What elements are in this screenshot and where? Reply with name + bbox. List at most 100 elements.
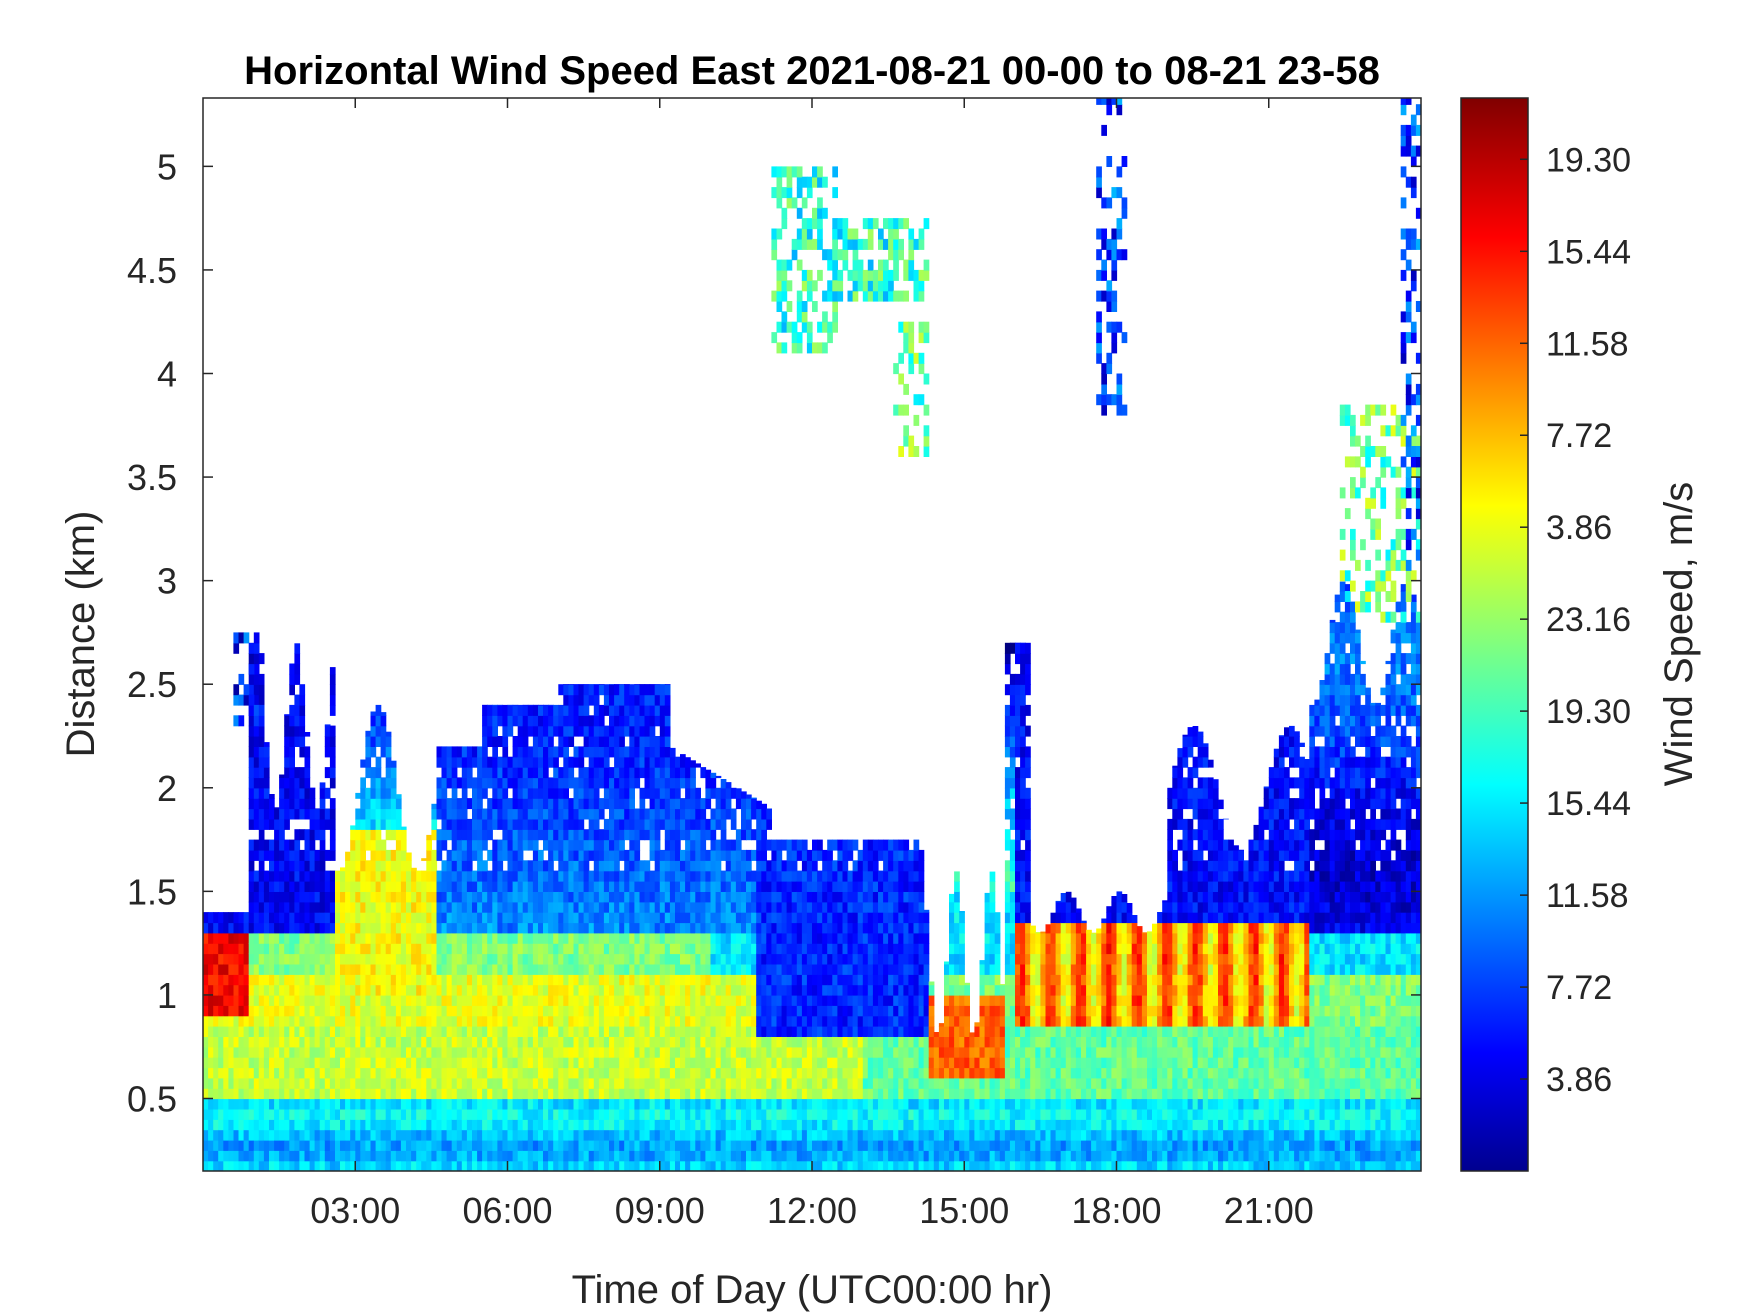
- heatmap-cell: [639, 1098, 646, 1110]
- heatmap-cell: [593, 1057, 600, 1069]
- heatmap-cell: [426, 984, 432, 996]
- heatmap-cell: [583, 1057, 590, 1069]
- heatmap-cell: [730, 901, 737, 913]
- heatmap-cell: [669, 932, 676, 944]
- heatmap-cell: [340, 1046, 346, 1058]
- heatmap-cell: [238, 1088, 245, 1100]
- heatmap-cell: [294, 1088, 301, 1100]
- heatmap-cell: [690, 953, 696, 965]
- heatmap-cell: [568, 1067, 575, 1079]
- heatmap-cell: [543, 912, 549, 924]
- heatmap-cell: [492, 798, 498, 810]
- heatmap-cell: [756, 870, 762, 882]
- heatmap-cell: [730, 1139, 737, 1151]
- heatmap-cell: [522, 922, 529, 934]
- heatmap-cell: [730, 922, 737, 934]
- heatmap-cell: [583, 891, 590, 903]
- heatmap-cell: [669, 881, 676, 892]
- heatmap-cell: [487, 1077, 493, 1089]
- heatmap-cell: [507, 974, 514, 986]
- heatmap-cell: [639, 684, 646, 696]
- heatmap-cell: [720, 1098, 727, 1110]
- heatmap-cell: [548, 922, 554, 934]
- heatmap-cell: [766, 1005, 772, 1017]
- heatmap-cell: [837, 912, 844, 924]
- heatmap-cell: [466, 777, 473, 789]
- heatmap-cell: [624, 1077, 630, 1089]
- heatmap-cell: [294, 1046, 301, 1058]
- heatmap-cell: [294, 1005, 301, 1017]
- heatmap-cell: [669, 901, 676, 913]
- heatmap-cell: [461, 777, 468, 789]
- heatmap-cell: [304, 1067, 311, 1079]
- heatmap-cell: [385, 994, 392, 1006]
- heatmap-cell: [700, 891, 707, 903]
- heatmap-cell: [482, 870, 488, 882]
- heatmap-cell: [365, 1150, 372, 1162]
- heatmap-cell: [619, 704, 625, 716]
- heatmap-cell: [284, 839, 290, 851]
- heatmap-cell: [817, 1077, 823, 1089]
- heatmap-cell: [345, 1139, 351, 1151]
- heatmap-cell: [406, 870, 412, 882]
- heatmap-cell: [482, 1098, 488, 1110]
- heatmap-cell: [538, 943, 544, 955]
- heatmap-cell: [548, 798, 554, 810]
- heatmap-cell: [578, 860, 585, 872]
- heatmap-cell: [309, 860, 316, 872]
- heatmap-cell: [248, 818, 255, 830]
- heatmap-cell: [624, 1026, 630, 1037]
- heatmap-cell: [522, 1026, 529, 1037]
- heatmap-cell: [309, 1098, 316, 1110]
- heatmap-cell: [690, 1046, 696, 1058]
- heatmap-cell: [685, 891, 691, 903]
- heatmap-cell: [218, 1026, 224, 1037]
- heatmap-cell: [527, 1067, 534, 1079]
- heatmap-cell: [218, 1129, 224, 1141]
- heatmap-cell: [436, 787, 443, 799]
- heatmap-cell: [776, 932, 783, 944]
- heatmap-cell: [319, 1139, 326, 1151]
- heatmap-cell: [796, 963, 803, 975]
- heatmap-cell: [360, 1077, 366, 1089]
- heatmap-cell: [258, 1108, 265, 1120]
- heatmap-cell: [269, 891, 275, 903]
- heatmap-cell: [619, 1139, 625, 1151]
- heatmap-cell: [720, 870, 727, 882]
- heatmap-cell: [725, 932, 732, 944]
- heatmap-cell: [497, 1005, 504, 1017]
- heatmap-cell: [289, 953, 295, 965]
- heatmap-cell: [634, 767, 641, 779]
- heatmap-cell: [532, 787, 539, 799]
- heatmap-cell: [690, 932, 696, 944]
- heatmap-cell: [380, 808, 387, 820]
- heatmap-cell: [269, 1067, 275, 1079]
- heatmap-cell: [451, 1026, 458, 1037]
- heatmap-cell: [472, 1088, 478, 1100]
- heatmap-cell: [284, 715, 290, 727]
- heatmap-cell: [543, 963, 549, 975]
- heatmap-cell: [228, 1026, 235, 1037]
- heatmap-cell: [446, 818, 453, 830]
- heatmap-cell: [847, 963, 854, 975]
- heatmap-cell: [345, 1036, 351, 1048]
- heatmap-cell: [269, 922, 275, 934]
- heatmap-cell: [375, 1119, 382, 1131]
- heatmap-cell: [791, 1150, 798, 1162]
- heatmap-cell: [279, 1098, 285, 1110]
- heatmap-cell: [426, 974, 432, 986]
- heatmap-cell: [507, 881, 514, 892]
- heatmap-cell: [705, 984, 712, 996]
- heatmap-cell: [801, 922, 808, 934]
- heatmap-cell: [614, 704, 620, 716]
- heatmap-cell: [700, 860, 707, 872]
- heatmap-cell: [675, 984, 681, 996]
- heatmap-cell: [690, 1057, 696, 1069]
- heatmap-cell: [659, 963, 666, 975]
- heatmap-cell: [289, 663, 295, 675]
- heatmap-cell: [395, 881, 402, 892]
- heatmap-cell: [309, 984, 316, 996]
- heatmap-cell: [700, 1067, 707, 1079]
- heatmap-cell: [791, 901, 798, 913]
- heatmap-cell: [274, 1139, 280, 1151]
